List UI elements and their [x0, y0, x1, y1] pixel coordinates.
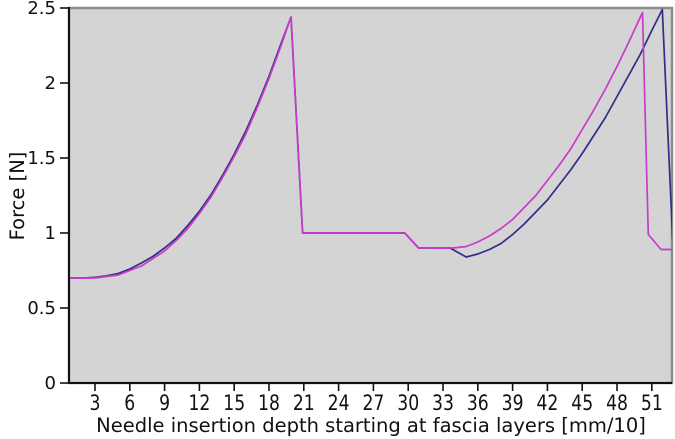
- x-axis-title: Needle insertion depth starting at fasci…: [96, 414, 646, 437]
- plot-area: [67, 6, 674, 385]
- x-tick-label: 39: [502, 390, 524, 415]
- x-tick-label: 42: [536, 390, 558, 415]
- x-tick-label: 27: [362, 390, 384, 415]
- x-tick-label: 33: [432, 390, 454, 415]
- x-tick-label: 21: [293, 390, 315, 415]
- x-tick-label: 3: [90, 390, 101, 415]
- x-tick-label: 36: [467, 390, 489, 415]
- x-tick-label: 51: [641, 390, 663, 415]
- x-tick-label: 15: [223, 390, 245, 415]
- x-tick-label: 9: [159, 390, 170, 415]
- x-tick-label: 12: [188, 390, 210, 415]
- y-axis-title: Force [N]: [6, 152, 29, 241]
- y-tick-label: 1.5: [27, 148, 56, 169]
- x-tick-label: 24: [328, 390, 350, 415]
- x-tick-label: 6: [124, 390, 135, 415]
- y-tick-label: 2: [45, 73, 56, 94]
- y-tick-label: 0: [45, 373, 56, 394]
- y-tick-label: 1: [45, 223, 56, 244]
- y-tick-label: 2.5: [27, 0, 56, 19]
- series-line-insertion-trial-magenta: [69, 11, 672, 279]
- ticks-group: 3 6 9 12 15 18 21 24 27 30 33 36 39 42 45 48 5100.511.52…: [27, 0, 662, 415]
- x-tick-label: 48: [606, 390, 628, 415]
- x-tick-label: 18: [258, 390, 280, 415]
- x-tick-label: 45: [571, 390, 593, 415]
- x-tick-label: 30: [397, 390, 419, 415]
- series-group: [69, 8, 672, 279]
- y-tick-label: 0.5: [27, 298, 56, 319]
